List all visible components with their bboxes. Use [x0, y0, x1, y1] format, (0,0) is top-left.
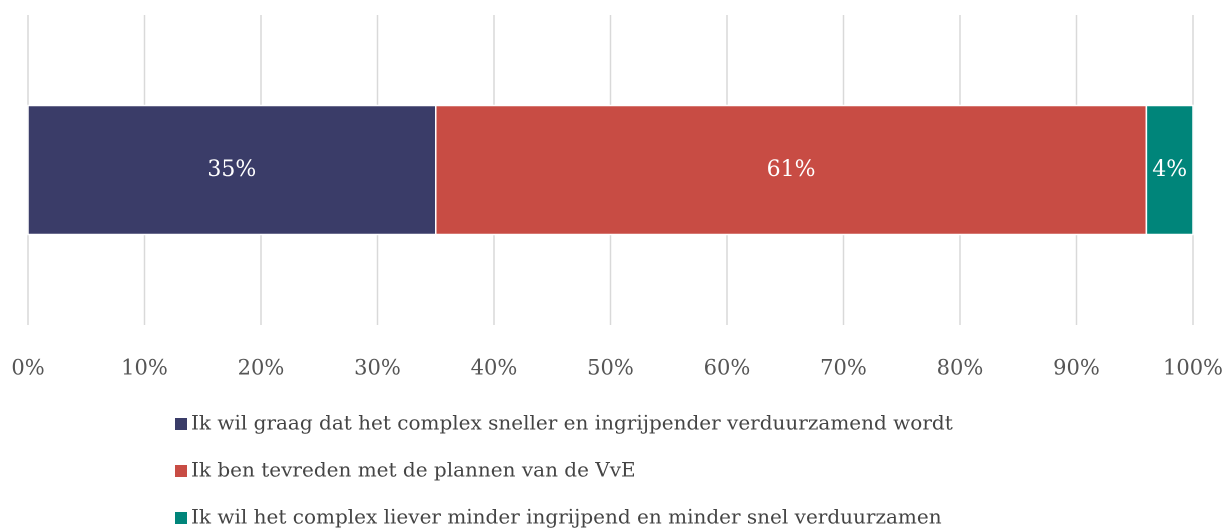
- x-tick-label: 20%: [238, 356, 285, 380]
- bar-segment: [435, 104, 1148, 236]
- x-tick-label: 60%: [704, 356, 751, 380]
- x-tick-label: 10%: [121, 356, 168, 380]
- x-tick-label: 80%: [937, 356, 984, 380]
- legend-label: Ik wil het complex liever minder ingrijp…: [191, 505, 942, 528]
- legend-label: Ik wil graag dat het complex sneller en …: [191, 411, 953, 435]
- x-tick-label: 70%: [820, 356, 867, 380]
- legend-label: Ik ben tevreden met de plannen van de Vv…: [191, 458, 636, 482]
- x-tick-label: 50%: [587, 356, 634, 380]
- data-label: 4%: [1152, 157, 1187, 182]
- x-tick-label: 30%: [354, 356, 401, 380]
- x-tick-label: 40%: [471, 356, 518, 380]
- data-label: 35%: [207, 157, 256, 182]
- legend-swatch: [175, 512, 187, 524]
- data-label: 61%: [767, 157, 816, 182]
- x-tick-label: 0%: [11, 356, 44, 380]
- bar-segment: [1145, 104, 1194, 236]
- x-tick-label: 100%: [1163, 356, 1223, 380]
- bar-segment: [27, 104, 437, 236]
- x-tick-label: 90%: [1053, 356, 1100, 380]
- legend-swatch: [175, 418, 187, 430]
- legend-swatch: [175, 465, 187, 477]
